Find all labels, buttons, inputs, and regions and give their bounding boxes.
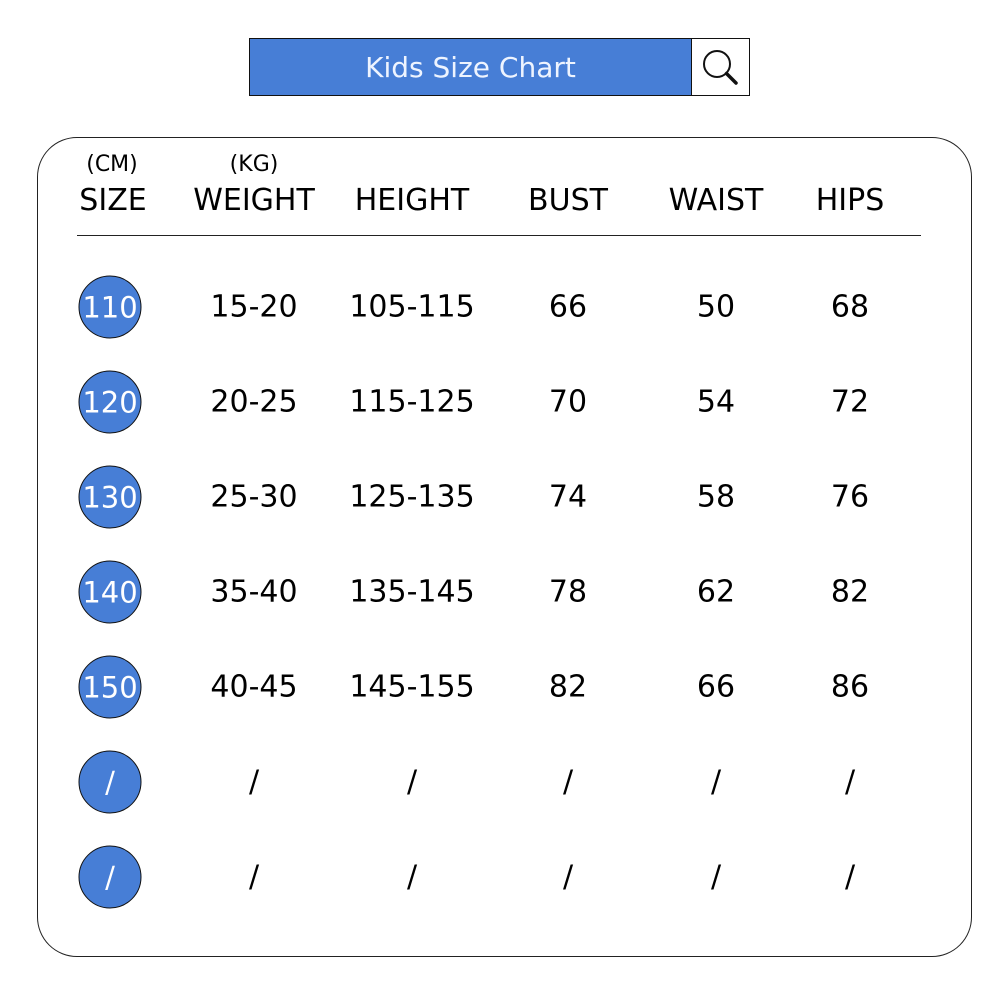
cell-waist: / [710,764,722,800]
cell-weight: / [248,859,260,895]
cell-bust: / [562,764,574,800]
cell-hips: 72 [830,384,870,420]
cell-hips: 68 [830,289,870,325]
size-badge: 140 [78,560,142,624]
cell-weight: 15-20 [210,289,298,325]
cell-height: 145-155 [349,669,475,705]
size-badge: 130 [78,465,142,529]
page-title: Kids Size Chart [365,50,576,84]
cell-waist: 66 [696,669,736,705]
cell-height: / [406,764,418,800]
cell-height: 105-115 [349,289,475,325]
column-header-height: HEIGHT [354,183,470,218]
magnifier-icon [703,50,738,85]
cell-waist: 54 [696,384,736,420]
column-header-bust: BUST [528,183,608,218]
cell-height: 125-135 [349,479,475,515]
header-divider [77,235,921,236]
cell-hips: 82 [830,574,870,610]
column-header-waist: WAIST [668,183,764,218]
cell-bust: 78 [548,574,588,610]
cell-hips: 76 [830,479,870,515]
cell-hips: / [844,764,856,800]
column-header-hips: HIPS [815,183,885,218]
column-unit-size: (CM) [86,152,138,177]
cell-waist: 50 [696,289,736,325]
size-badge: / [78,845,142,909]
cell-height: 135-145 [349,574,475,610]
column-unit-weight: (KG) [229,152,279,177]
cell-waist: 58 [696,479,736,515]
cell-weight: 40-45 [210,669,298,705]
cell-bust: 74 [548,479,588,515]
cell-bust: 70 [548,384,588,420]
cell-weight: 35-40 [210,574,298,610]
size-chart-card [37,137,972,957]
cell-height: / [406,859,418,895]
column-header-size: SIZE [79,183,147,218]
size-badge: / [78,750,142,814]
cell-height: 115-125 [349,384,475,420]
size-badge: 110 [78,275,142,339]
search-button[interactable] [691,38,750,96]
title-bar: Kids Size Chart [249,38,692,96]
cell-weight: 25-30 [210,479,298,515]
size-badge: 150 [78,655,142,719]
cell-bust: 66 [548,289,588,325]
cell-bust: / [562,859,574,895]
cell-waist: 62 [696,574,736,610]
cell-hips: / [844,859,856,895]
cell-weight: / [248,764,260,800]
cell-weight: 20-25 [210,384,298,420]
cell-bust: 82 [548,669,588,705]
cell-waist: / [710,859,722,895]
column-header-weight: WEIGHT [193,183,315,218]
cell-hips: 86 [830,669,870,705]
size-badge: 120 [78,370,142,434]
